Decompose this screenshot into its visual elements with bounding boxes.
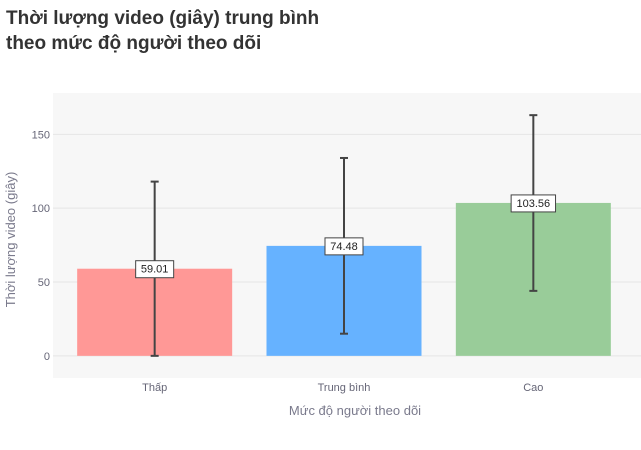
data-label: 74.48 — [330, 241, 358, 253]
y-axis-ticks: 0 50 100 150 — [32, 129, 50, 363]
chart-title: Thời lượng video (giây) trung bình theo … — [6, 6, 426, 56]
y-tick-label: 150 — [32, 129, 50, 141]
y-tick-label: 0 — [44, 351, 50, 363]
x-tick-label: Cao — [523, 382, 543, 394]
chart-title-line-1: Thời lượng video (giây) trung bình — [6, 8, 320, 29]
data-label-box — [324, 237, 364, 256]
x-tick-label: Thấp — [142, 382, 167, 394]
data-labels: 59.01 74.48 103.56 — [135, 194, 557, 279]
data-label-box — [510, 194, 557, 213]
x-axis-title: Mức độ người theo dõi — [289, 403, 421, 418]
chart-title-line-2: theo mức độ người theo dõi — [6, 33, 262, 54]
data-label-box — [135, 260, 175, 279]
x-axis-ticks: Thấp Trung bình Cao — [142, 382, 543, 394]
data-label: 59.01 — [141, 264, 169, 276]
y-tick-label: 100 — [32, 203, 50, 215]
data-label: 103.56 — [517, 198, 551, 210]
x-tick-label: Trung bình — [318, 382, 371, 394]
y-tick-label: 50 — [38, 277, 50, 289]
y-axis-title: Thời lượng video (giây) — [3, 172, 18, 308]
